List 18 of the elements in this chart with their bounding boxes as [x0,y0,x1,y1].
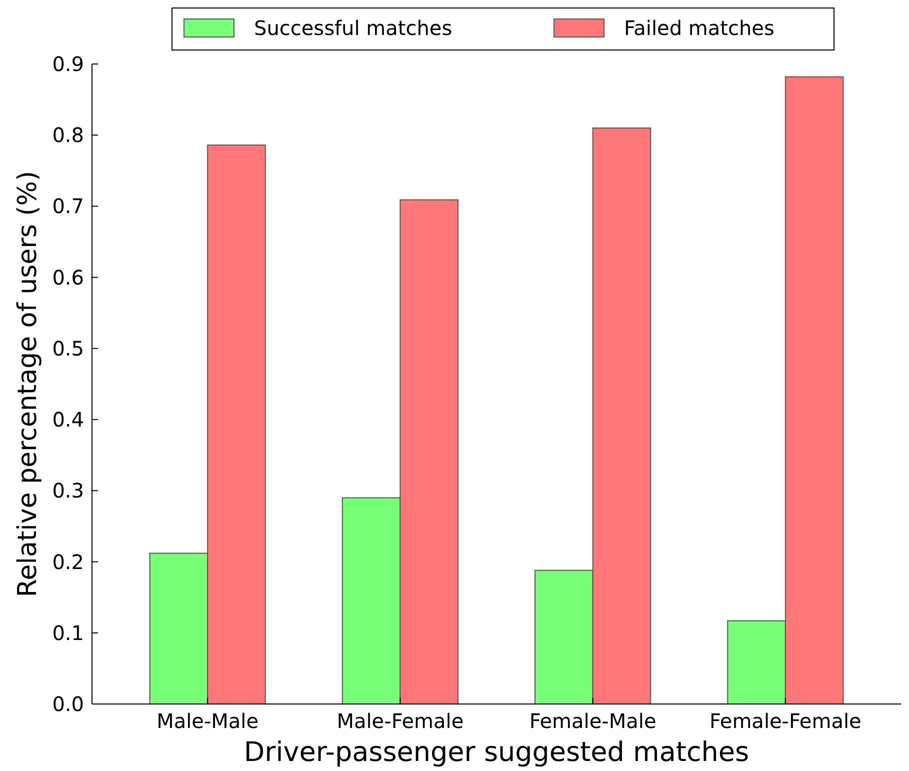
y-tick-label: 0.5 [52,336,84,360]
y-tick-label: 0.7 [52,194,84,218]
y-tick-label: 0.3 [52,478,84,503]
y-axis-title: Relative percentage of users (%) [13,170,43,598]
y-tick-label: 0.4 [52,408,84,432]
y-tick-label: 0.8 [52,123,84,148]
x-tick-label: Male-Female [336,709,464,733]
x-tick-label: Male-Male [156,709,259,733]
legend-label: Successful matches [254,16,452,40]
legend-label: Failed matches [624,16,774,40]
text: 0.0 [52,692,84,716]
x-tick-label: Female-Female [710,709,862,733]
y-tick-label: 0.9 [52,52,84,76]
y-tick-label: 0.1 [52,620,84,645]
y-tick-label: 0.2 [52,550,84,574]
x-axis-title: Driver-passenger suggested matches [244,737,750,768]
y-tick-label: 0.6 [52,265,84,290]
x-tick-label: Female-Male [529,709,656,733]
